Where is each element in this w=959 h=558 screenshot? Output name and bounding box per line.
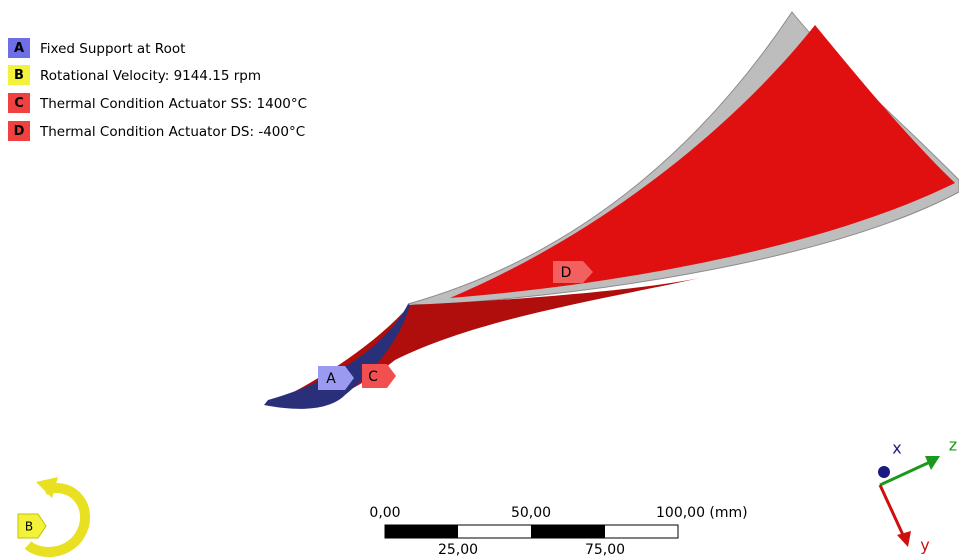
scale-label: 50,00 [511, 505, 551, 521]
legend-letter: A [14, 41, 24, 56]
tag-label: A [326, 371, 336, 387]
legend-text: Thermal Condition Actuator SS: 1400°C [39, 96, 307, 112]
legend-text: Thermal Condition Actuator DS: -400°C [39, 124, 305, 140]
rotation-icon: B [18, 477, 85, 552]
viewport: A Fixed Support at Root B Rotational Vel… [0, 0, 959, 558]
scale-label: 75,00 [585, 542, 625, 558]
scale-label: 25,00 [438, 542, 478, 558]
axis-label: x [892, 439, 901, 458]
legend-letter: D [14, 124, 25, 139]
scale-label: 0,00 [369, 505, 400, 521]
axis-label: z [949, 436, 957, 455]
blade-model [264, 12, 959, 409]
legend-text: Rotational Velocity: 9144.15 rpm [40, 68, 261, 84]
tag-shape [362, 364, 396, 388]
scale-label: 100,00 (mm) [656, 505, 748, 521]
tag-label: C [368, 369, 378, 385]
tag-label: D [561, 265, 572, 281]
legend-letter: B [14, 68, 24, 83]
legend-text: Fixed Support at Root [40, 41, 185, 57]
scale-bar: 0,00 50,00 100,00 (mm) 25,00 75,00 [369, 505, 747, 558]
tag-label: B [25, 520, 33, 534]
axis-label: y [920, 536, 929, 555]
legend-letter: C [14, 96, 24, 111]
axis-triad: x z y [878, 436, 957, 555]
legend: A Fixed Support at Root B Rotational Vel… [8, 38, 307, 141]
